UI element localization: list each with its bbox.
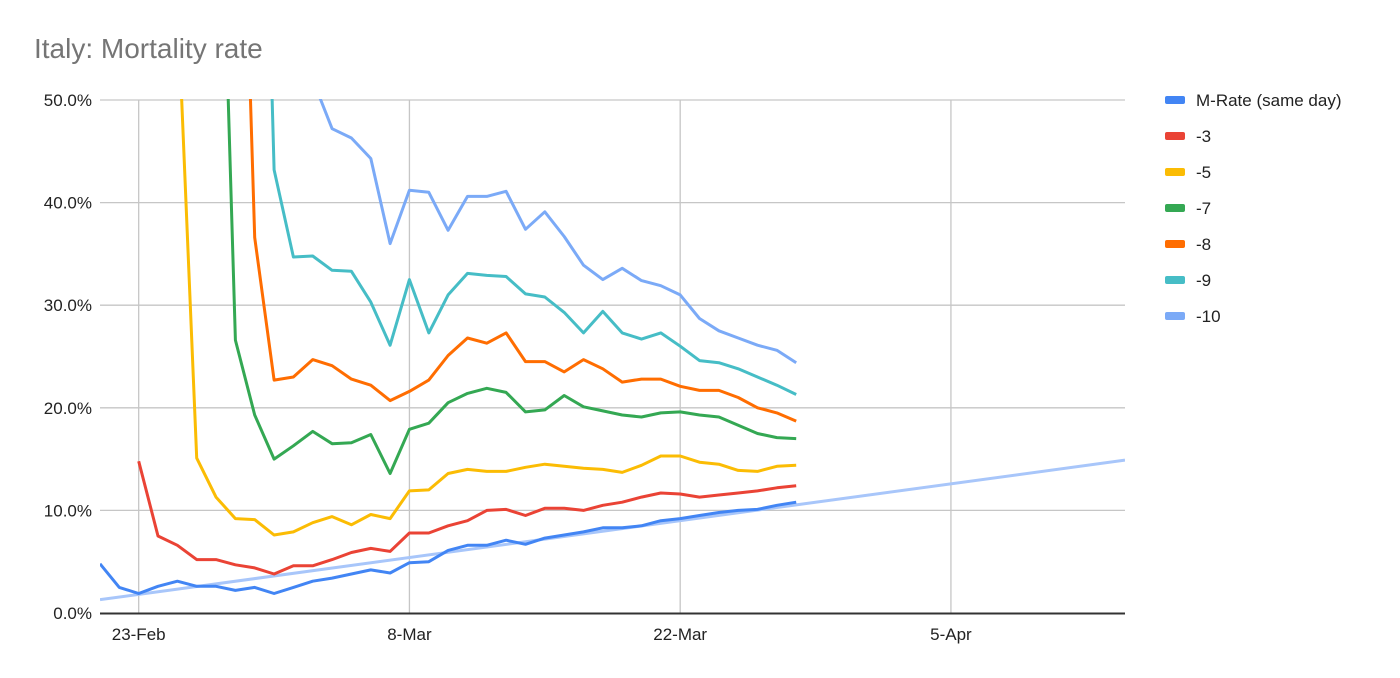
series-line	[318, 99, 798, 364]
series-line	[248, 99, 797, 423]
series--3	[137, 460, 797, 576]
series-line	[270, 99, 797, 396]
y-tick-label: 20.0%	[44, 399, 92, 418]
legend-label: -10	[1196, 307, 1221, 326]
series-line	[226, 99, 797, 475]
legend-label: -3	[1196, 127, 1211, 146]
legend-label: -8	[1196, 235, 1211, 254]
y-axis-ticks: 0.0% 10.0% 20.0% 30.0% 40.0% 50.0%	[44, 91, 92, 623]
series--7	[226, 99, 797, 475]
legend-item: -8	[1165, 235, 1211, 254]
legend-item: -5	[1165, 163, 1211, 182]
legend-item: -3	[1165, 127, 1211, 146]
y-tick-label: 40.0%	[44, 194, 92, 213]
series--5	[180, 99, 797, 537]
series--10	[318, 99, 798, 364]
x-tick-label: 22-Mar	[653, 625, 707, 644]
series-line	[137, 460, 797, 576]
legend-swatch	[1165, 168, 1185, 176]
legend-swatch	[1165, 132, 1185, 140]
series-line	[180, 99, 797, 537]
legend-item: -9	[1165, 271, 1211, 290]
legend-label: -5	[1196, 163, 1211, 182]
legend-label: -9	[1196, 271, 1211, 290]
legend-swatch	[1165, 204, 1185, 212]
y-tick-label: 10.0%	[44, 501, 92, 520]
series-m-rate-same-day-	[100, 500, 797, 595]
legend-label: -7	[1196, 199, 1211, 218]
legend: M-Rate (same day) -3 -5 -7 -8 -9 -10	[1165, 91, 1341, 326]
chart-title: Italy: Mortality rate	[34, 33, 263, 64]
legend-swatch	[1165, 276, 1185, 284]
trendline	[100, 458, 1125, 602]
y-tick-label: 50.0%	[44, 91, 92, 110]
legend-item: M-Rate (same day)	[1165, 91, 1341, 110]
legend-swatch	[1165, 96, 1185, 104]
x-tick-label: 5-Apr	[930, 625, 972, 644]
legend-label: M-Rate (same day)	[1196, 91, 1341, 110]
legend-swatch	[1165, 240, 1185, 248]
x-tick-label: 23-Feb	[112, 625, 166, 644]
legend-swatch	[1165, 312, 1185, 320]
series-lines	[100, 99, 1125, 602]
series-line	[100, 500, 797, 595]
y-tick-label: 30.0%	[44, 296, 92, 315]
x-axis-ticks: 23-Feb 8-Mar 22-Mar 5-Apr	[112, 625, 972, 644]
legend-item: -7	[1165, 199, 1211, 218]
series--9	[270, 99, 797, 396]
x-tick-label: 8-Mar	[387, 625, 432, 644]
legend-item: -10	[1165, 307, 1221, 326]
y-tick-label: 0.0%	[53, 604, 92, 623]
series--8	[248, 99, 797, 423]
